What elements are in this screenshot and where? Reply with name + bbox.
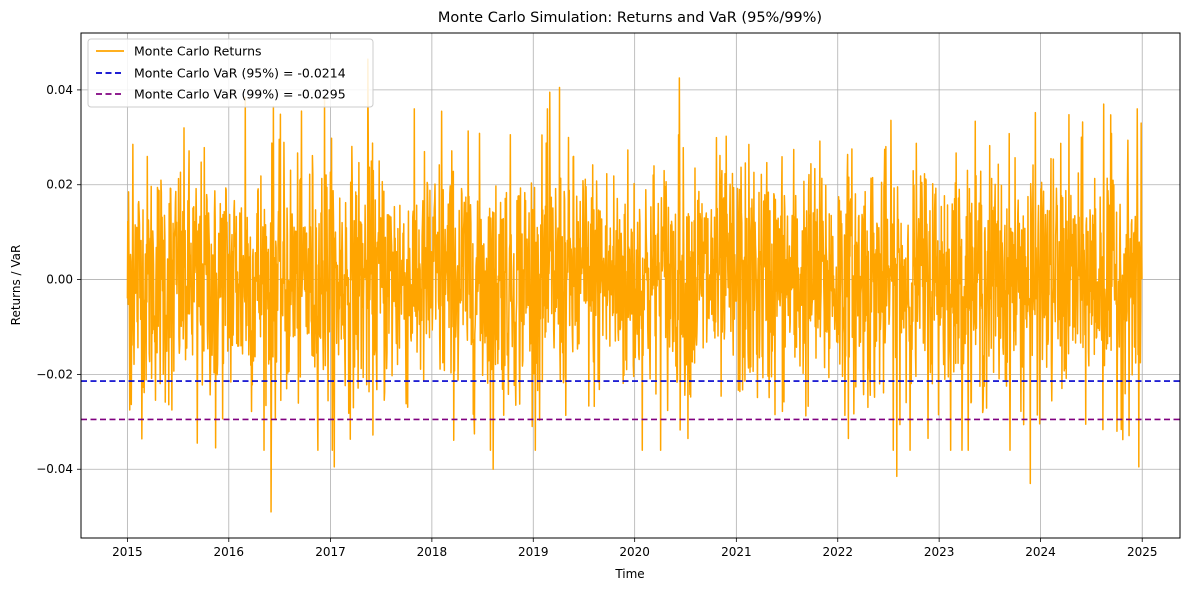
x-tick-label: 2019 (518, 545, 549, 559)
chart-title: Monte Carlo Simulation: Returns and VaR … (438, 10, 822, 26)
x-axis-label: Time (614, 567, 644, 581)
y-axis-label: Returns / VaR (9, 245, 23, 326)
x-tick-label: 2022 (822, 545, 853, 559)
x-tick-label: 2021 (721, 545, 752, 559)
y-tick-label: 0.00 (46, 273, 73, 287)
x-tick-label: 2025 (1127, 545, 1158, 559)
series-layer (81, 58, 1180, 513)
x-tick-label: 2020 (619, 545, 650, 559)
legend: Monte Carlo Returns Monte Carlo VaR (95%… (87, 38, 374, 108)
legend-label-returns: Monte Carlo Returns (134, 44, 262, 59)
plot-frame (80, 32, 1181, 539)
series-monte-carlo-returns (126, 58, 1143, 513)
legend-label-var99: Monte Carlo VaR (99%) = -0.0295 (134, 87, 346, 102)
x-tick-label: 2023 (924, 545, 955, 559)
y-axis: −0.04 −0.02 0.00 0.02 0.04 (36, 83, 81, 476)
x-tick-label: 2024 (1025, 545, 1056, 559)
x-tick-label: 2018 (417, 545, 448, 559)
x-tick-label: 2017 (315, 545, 346, 559)
x-tick-label: 2015 (112, 545, 143, 559)
legend-label-var95: Monte Carlo VaR (95%) = -0.0214 (134, 66, 346, 81)
x-tick-label: 2016 (214, 545, 245, 559)
y-tick-label: −0.02 (36, 367, 73, 381)
y-tick-label: 0.02 (46, 178, 73, 192)
y-tick-label: −0.04 (36, 462, 73, 476)
y-tick-label: 0.04 (46, 83, 73, 97)
legend-box (87, 38, 374, 108)
x-axis: 2015 2016 2017 2018 2019 2020 2021 2022 2023 2024… (112, 538, 1157, 559)
